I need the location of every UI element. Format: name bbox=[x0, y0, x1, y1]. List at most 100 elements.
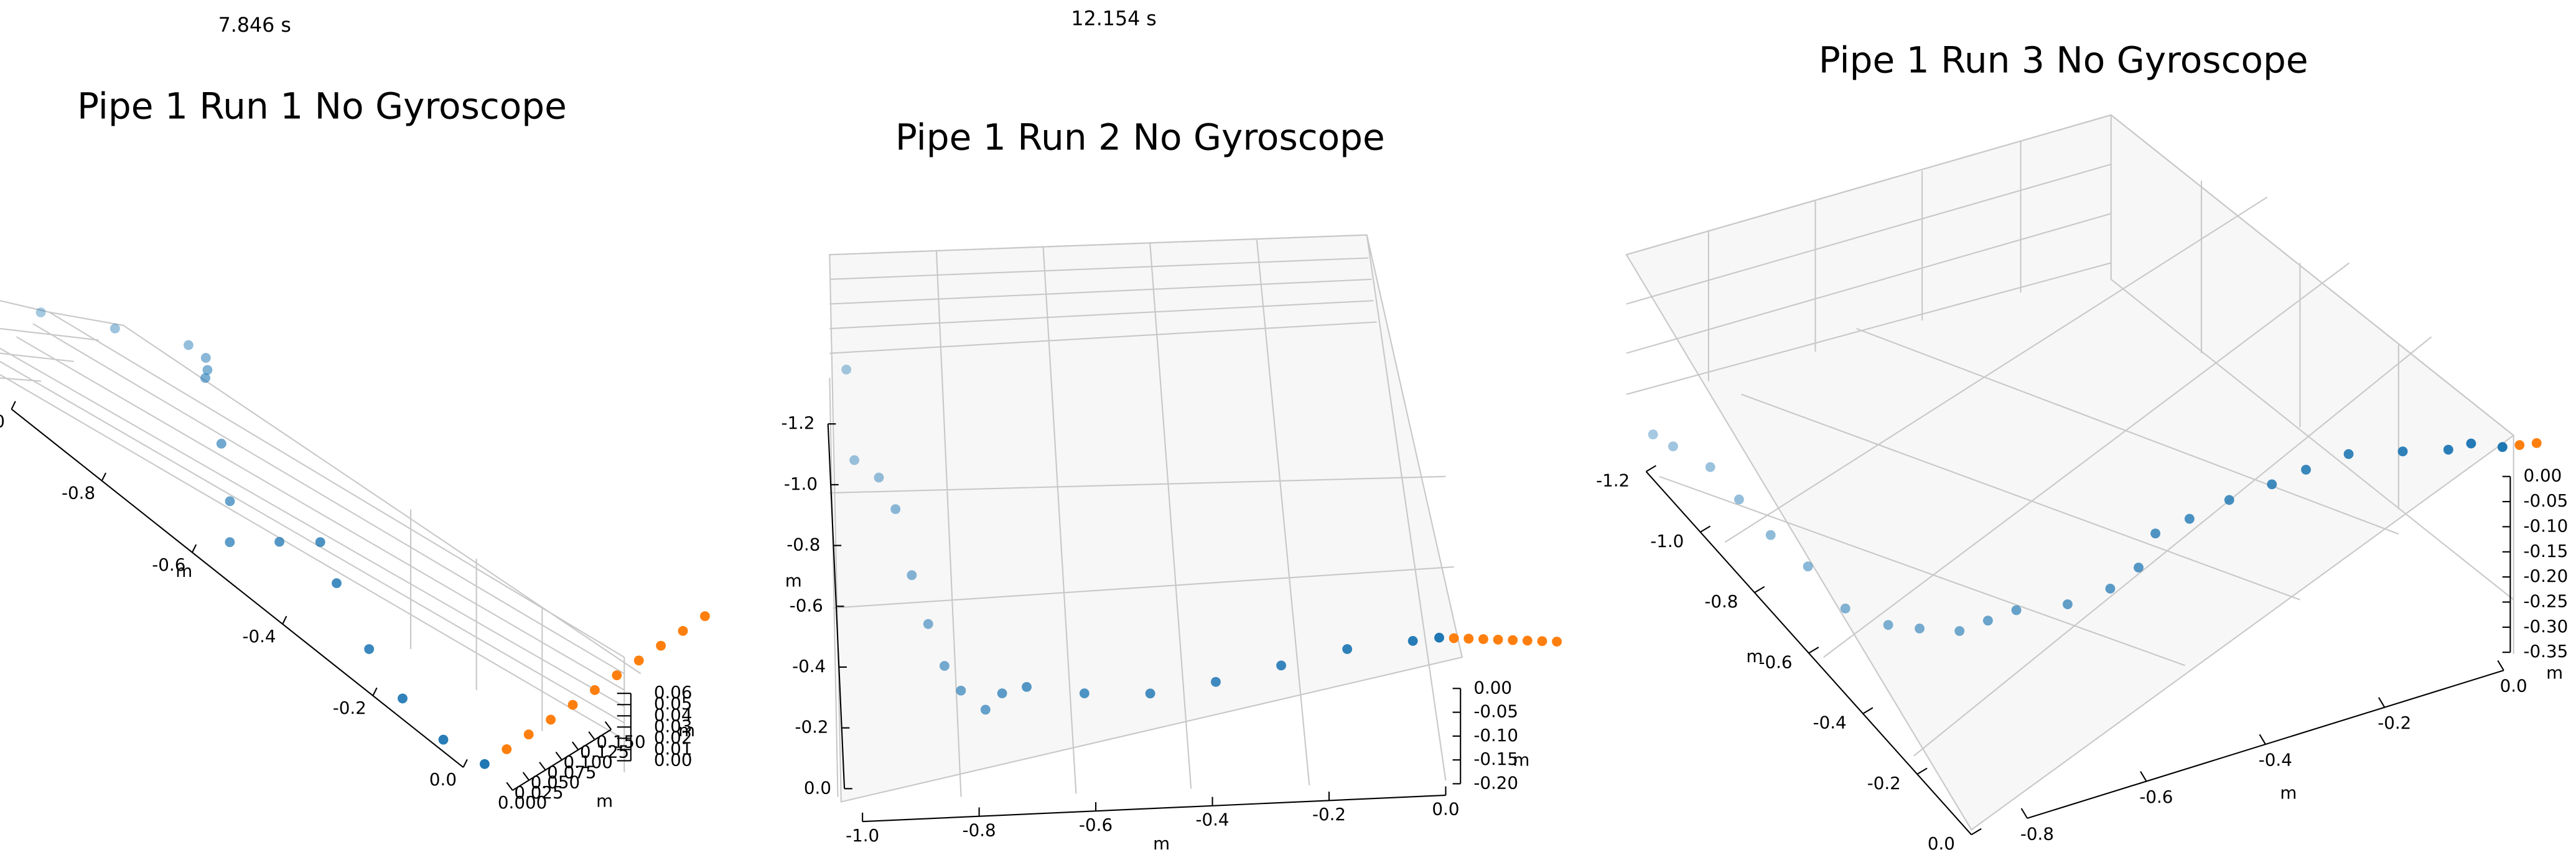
x-axis-line bbox=[862, 794, 1446, 823]
data-point bbox=[1434, 632, 1444, 643]
data-point bbox=[2150, 528, 2160, 539]
data-point bbox=[907, 570, 917, 581]
data-point bbox=[2497, 442, 2508, 452]
y-tick-mark bbox=[1916, 767, 1928, 775]
y-tick-mark bbox=[1754, 586, 1765, 594]
y-tick-label: -0.6 bbox=[1758, 652, 1792, 672]
data-point bbox=[1022, 681, 1032, 692]
x-tick-label: -1.0 bbox=[846, 825, 879, 846]
x-tick-mark bbox=[2378, 697, 2386, 708]
data-point bbox=[274, 536, 284, 547]
time-label: 12.154 s bbox=[1071, 8, 1156, 30]
x-tick-label: 0.0 bbox=[429, 769, 457, 790]
data-point bbox=[200, 373, 210, 383]
data-point bbox=[438, 734, 449, 745]
x-tick-label: -1.0 bbox=[0, 411, 5, 432]
pane-2 bbox=[829, 234, 1463, 803]
data-point bbox=[1883, 620, 1893, 630]
chart-title: Pipe 1 Run 2 No Gyroscope bbox=[895, 116, 1385, 159]
x-tick-label: -0.8 bbox=[963, 820, 996, 840]
y-tick-label: 0.075 bbox=[547, 762, 596, 782]
x-axis-label: m bbox=[175, 561, 192, 581]
y-tick-mark bbox=[1700, 525, 1711, 533]
y-tick-mark bbox=[539, 762, 546, 771]
y-tick-label: 0.150 bbox=[596, 731, 645, 752]
x-tick-label: -0.2 bbox=[1312, 804, 1346, 825]
data-point bbox=[1508, 635, 1518, 645]
data-point bbox=[1734, 494, 1744, 505]
data-point bbox=[35, 307, 46, 317]
x-tick-label: -0.4 bbox=[242, 626, 276, 647]
z-tick-label: -0.10 bbox=[2524, 515, 2569, 536]
y-axis-label: m bbox=[596, 790, 613, 811]
data-point bbox=[1765, 530, 1776, 540]
x-tick-mark bbox=[2497, 660, 2504, 671]
data-point bbox=[2063, 599, 2073, 609]
data-point bbox=[2466, 438, 2476, 449]
data-point bbox=[1840, 603, 1850, 614]
z-tick-label: 0.00 bbox=[654, 749, 693, 770]
x-tick-mark bbox=[101, 472, 106, 482]
data-point bbox=[1493, 634, 1503, 645]
y-tick-mark bbox=[588, 731, 595, 741]
x-tick-label: -0.2 bbox=[2378, 713, 2411, 733]
y-tick-label: -0.6 bbox=[790, 595, 823, 615]
data-point bbox=[997, 688, 1007, 699]
y-tick-label: -0.8 bbox=[786, 535, 820, 555]
data-point bbox=[1803, 561, 1813, 572]
data-point bbox=[184, 340, 194, 350]
data-point bbox=[546, 714, 556, 725]
data-point bbox=[2514, 440, 2525, 451]
y-tick-label: -1.0 bbox=[784, 474, 818, 494]
x-tick-mark bbox=[372, 687, 378, 696]
data-point bbox=[956, 685, 966, 696]
data-point bbox=[1342, 644, 1353, 654]
x-tick-label: 0.0 bbox=[2500, 676, 2527, 696]
data-point bbox=[1276, 660, 1287, 671]
x-tick-label: -0.2 bbox=[333, 698, 366, 718]
x-tick-mark bbox=[2259, 734, 2266, 745]
data-point bbox=[2224, 495, 2234, 505]
data-point bbox=[923, 619, 933, 629]
y-tick-mark bbox=[522, 772, 530, 781]
data-point bbox=[849, 455, 860, 465]
y-tick-label: -1.2 bbox=[1596, 470, 1630, 491]
data-point bbox=[2301, 464, 2311, 475]
data-point bbox=[1982, 615, 1993, 626]
data-point bbox=[1407, 636, 1418, 646]
data-point bbox=[2343, 449, 2354, 459]
y-tick-label: 0.100 bbox=[564, 752, 613, 772]
z-tick-label: 0.00 bbox=[1473, 677, 1512, 698]
z-tick-label: -0.20 bbox=[2524, 566, 2569, 586]
data-point bbox=[315, 537, 325, 548]
time-label: 7.846 s bbox=[218, 14, 291, 37]
y-tick-mark bbox=[506, 782, 513, 791]
y-axis-label: m bbox=[785, 571, 802, 591]
y-tick-mark bbox=[1862, 707, 1874, 714]
z-tick-label: 0.02 bbox=[654, 727, 693, 747]
z-tick-label: -0.05 bbox=[2524, 490, 2569, 511]
x-tick-label: -0.6 bbox=[1079, 815, 1113, 835]
y-tick-label: -0.2 bbox=[1867, 773, 1901, 793]
z-tick-label: -0.30 bbox=[2524, 616, 2569, 637]
data-point bbox=[1915, 624, 1925, 634]
x-tick-label: -0.6 bbox=[2139, 787, 2173, 807]
data-point bbox=[612, 670, 622, 681]
data-point bbox=[1648, 429, 1658, 440]
data-point bbox=[200, 353, 211, 363]
x-axis-label: m bbox=[2280, 782, 2297, 803]
x-tick-label: -0.4 bbox=[1195, 810, 1229, 830]
z-axis-label: m bbox=[1513, 749, 1529, 770]
data-point bbox=[1522, 635, 1533, 646]
data-point bbox=[2134, 563, 2144, 573]
y-tick-label: -0.4 bbox=[1813, 713, 1847, 733]
data-point bbox=[940, 661, 950, 671]
y-tick-label: -0.2 bbox=[795, 717, 828, 737]
x-axis-line bbox=[11, 408, 464, 768]
data-point bbox=[656, 640, 666, 651]
data-point bbox=[1463, 634, 1474, 644]
x-tick-mark bbox=[2020, 808, 2028, 819]
data-point bbox=[332, 578, 342, 589]
z-tick-label: -0.35 bbox=[2524, 641, 2569, 662]
data-point bbox=[2397, 446, 2408, 457]
